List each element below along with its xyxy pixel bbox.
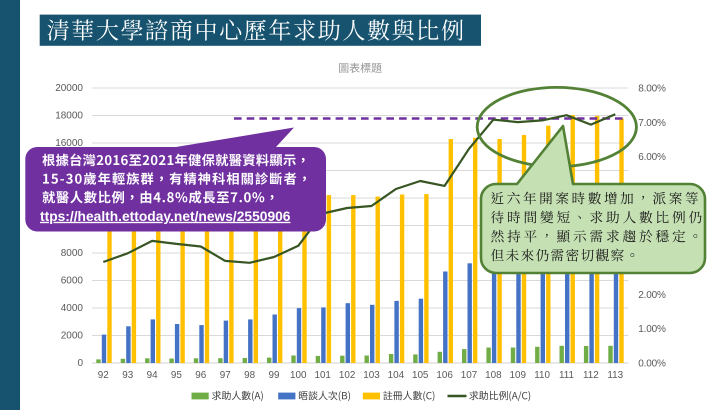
svg-text:111: 111 <box>559 370 575 381</box>
svg-text:99: 99 <box>269 370 280 381</box>
svg-text:0.00%: 0.00% <box>638 359 666 370</box>
svg-text:6000: 6000 <box>61 276 84 287</box>
svg-text:109: 109 <box>510 370 527 381</box>
svg-text:112: 112 <box>583 370 599 381</box>
svg-text:106: 106 <box>436 370 453 381</box>
svg-text:ttps://health.ettoday.net/news: ttps://health.ettoday.net/news/2550906 <box>40 209 291 224</box>
svg-text:108: 108 <box>485 370 502 381</box>
svg-text:113: 113 <box>607 370 623 381</box>
svg-text:104: 104 <box>388 370 405 381</box>
svg-text:16000: 16000 <box>55 138 83 149</box>
svg-text:6.00%: 6.00% <box>638 152 666 163</box>
svg-text:96: 96 <box>195 370 206 381</box>
svg-text:4000: 4000 <box>61 303 84 314</box>
svg-text:98: 98 <box>244 370 255 381</box>
svg-text:94: 94 <box>147 370 158 381</box>
svg-text:8.00%: 8.00% <box>638 84 666 95</box>
svg-text:103: 103 <box>363 370 380 381</box>
svg-text:107: 107 <box>461 370 477 381</box>
svg-text:20000: 20000 <box>55 83 83 94</box>
svg-text:100: 100 <box>290 370 307 381</box>
svg-text:2.00%: 2.00% <box>638 290 666 301</box>
svg-text:1.00%: 1.00% <box>638 324 666 335</box>
svg-text:0: 0 <box>77 358 83 369</box>
svg-text:8000: 8000 <box>61 248 84 259</box>
svg-text:101: 101 <box>314 370 331 381</box>
svg-text:2000: 2000 <box>61 331 84 342</box>
svg-text:93: 93 <box>122 370 133 381</box>
svg-text:95: 95 <box>171 370 182 381</box>
svg-text:105: 105 <box>412 370 429 381</box>
svg-text:18000: 18000 <box>55 111 83 122</box>
svg-text:102: 102 <box>339 370 355 381</box>
svg-text:92: 92 <box>98 370 109 381</box>
svg-text:97: 97 <box>220 370 231 381</box>
svg-text:110: 110 <box>534 370 550 381</box>
svg-text:7.00%: 7.00% <box>638 118 666 129</box>
